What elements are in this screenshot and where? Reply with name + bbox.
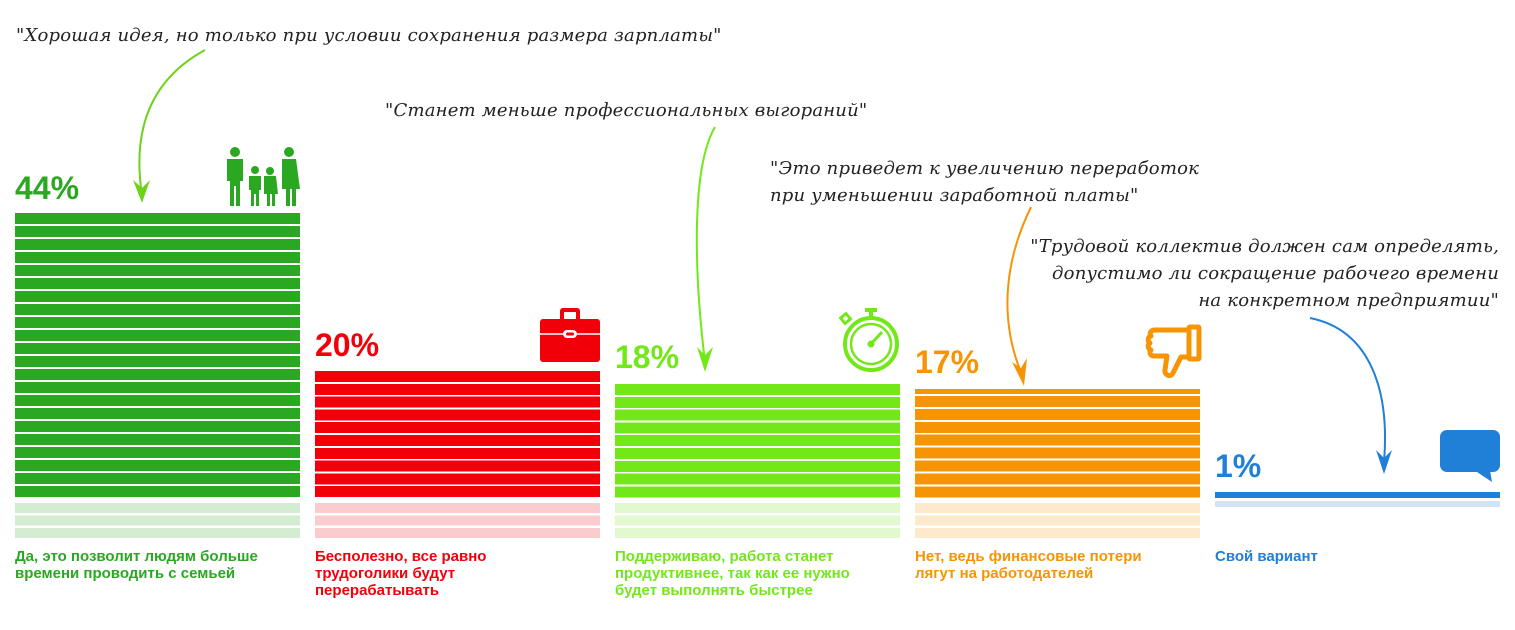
value-label-17: 17% <box>915 344 980 380</box>
bar-employers-filled <box>915 396 1200 499</box>
label-workaholics-line1: Бесполезно, все равно <box>315 548 487 565</box>
bar-other-filled <box>1215 492 1500 498</box>
label-family: Да, это позволит людям больше времени пр… <box>15 548 305 582</box>
value-label-1: 1% <box>1215 448 1262 484</box>
arrowhead-salary-icon <box>133 180 150 203</box>
label-family-line2: времени проводить с семьей <box>15 565 236 582</box>
bar-workaholics-remainder <box>315 503 600 538</box>
briefcase-icon <box>540 307 600 367</box>
label-productivity-line1: Поддерживаю, работа станет <box>615 548 834 565</box>
bar-family-remainder <box>15 503 300 538</box>
bar-productivity <box>615 384 900 538</box>
value-label-18: 18% <box>615 339 680 375</box>
arrow-burnout-icon <box>695 126 716 363</box>
arrowhead-overtime-icon <box>1012 358 1027 386</box>
label-other: Свой вариант <box>1215 548 1505 565</box>
label-other-line1: Свой вариант <box>1215 548 1318 565</box>
quote-burnout: "Станет меньше профессиональных выгорани… <box>385 100 868 121</box>
bar-workaholics <box>315 371 600 538</box>
arrow-salary-icon <box>138 49 206 196</box>
label-employers-line2: лягут на работодателей <box>915 565 1094 582</box>
quote-collective-line2: допустимо ли сокращение рабочего времени <box>1052 263 1499 284</box>
arrow-overtime-icon <box>1006 206 1032 376</box>
arrow-collective-icon <box>1309 317 1386 463</box>
family-icon <box>222 146 302 211</box>
speech-bubble-icon <box>1440 430 1502 489</box>
bar-employers-remainder <box>915 503 1200 538</box>
stopwatch-icon <box>838 306 904 379</box>
bar-productivity-remainder <box>615 503 900 538</box>
quote-overtime-line1: "Это приведет к увеличению переработок <box>770 158 1200 179</box>
bar-family <box>15 213 300 538</box>
thumbs-down-icon <box>1145 323 1203 386</box>
value-label-44: 44% <box>15 170 80 206</box>
value-label-20: 20% <box>315 327 380 363</box>
label-workaholics-line2: трудоголики будут <box>315 565 456 582</box>
arrowhead-burnout-icon <box>697 347 713 372</box>
label-family-line1: Да, это позволит людям больше <box>15 548 258 565</box>
quote-overtime-line2: при уменьшении заработной платы" <box>770 185 1139 206</box>
quote-collective: "Трудовой коллектив должен сам определят… <box>1030 233 1499 314</box>
label-employers: Нет, ведь финансовые потери лягут на раб… <box>915 548 1205 582</box>
bar-family-filled <box>15 213 300 498</box>
arrowhead-collective-icon <box>1376 450 1392 474</box>
bar-other <box>1215 492 1500 508</box>
label-workaholics: Бесполезно, все равно трудоголики будут … <box>315 548 605 599</box>
bar-other-remainder <box>1215 501 1500 507</box>
bar-productivity-filled <box>615 384 900 499</box>
label-productivity-line2: продуктивнее, так как ее нужно <box>615 565 850 582</box>
label-productivity: Поддерживаю, работа станет продуктивнее,… <box>615 548 905 599</box>
bar-workaholics-filled <box>315 371 600 499</box>
quote-salary: "Хорошая идея, но только при условии сох… <box>16 25 722 46</box>
bar-employers-top-stripe <box>915 389 1200 394</box>
quote-overtime: "Это приведет к увеличению переработок п… <box>770 155 1199 209</box>
label-workaholics-line3: перерабатывать <box>315 582 440 599</box>
label-employers-line1: Нет, ведь финансовые потери <box>915 548 1142 565</box>
quote-collective-line1: "Трудовой коллектив должен сам определят… <box>1030 236 1499 257</box>
quote-collective-line3: на конкретном предприятии" <box>1198 290 1499 311</box>
label-productivity-line3: будет выполнять быстрее <box>615 582 813 599</box>
bar-employers <box>915 389 1200 538</box>
